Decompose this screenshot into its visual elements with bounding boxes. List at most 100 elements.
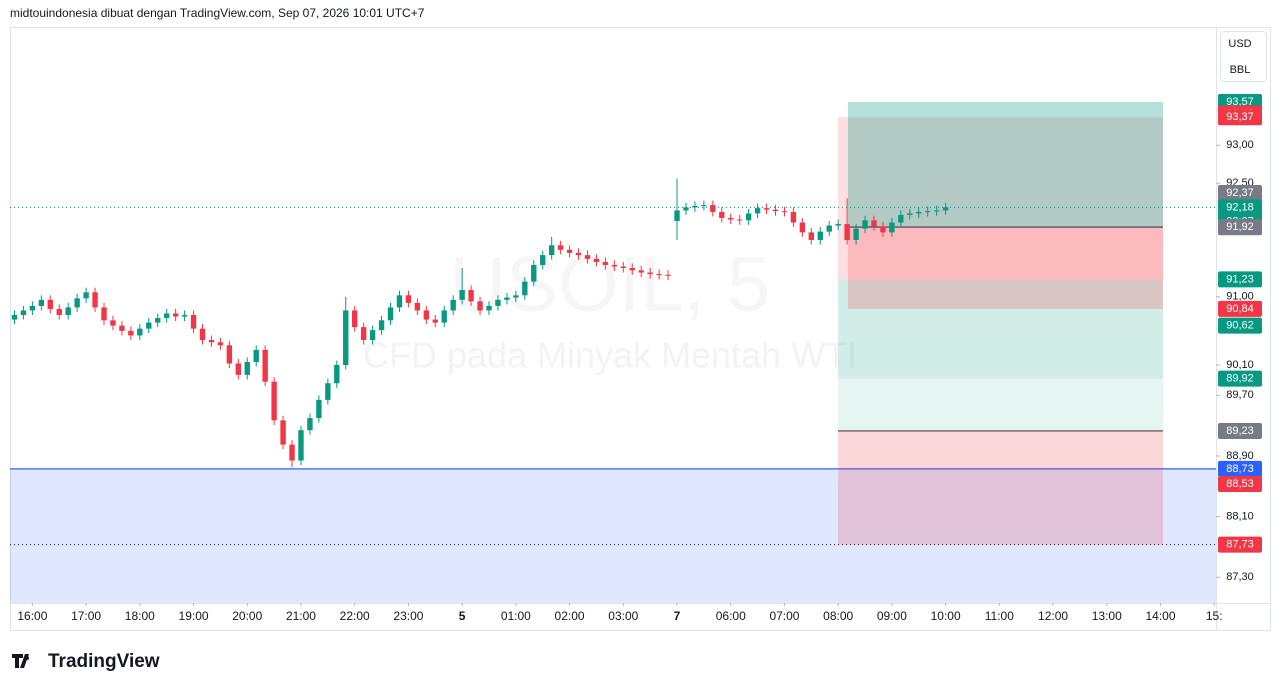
- candle-body: [432, 319, 438, 323]
- candle-body: [450, 299, 456, 311]
- candle-body: [880, 226, 886, 233]
- price-badge: [1218, 536, 1262, 553]
- candle-body: [754, 208, 761, 214]
- candle-body: [38, 299, 45, 306]
- y-tick-label: 93,00: [1226, 139, 1254, 151]
- price-badge: [1218, 317, 1262, 334]
- candle-body: [540, 255, 546, 265]
- brand: TradingView: [48, 651, 160, 672]
- y-tick-label: 90,10: [1226, 359, 1254, 371]
- x-tick-label: 17:00: [71, 609, 101, 623]
- candle-body: [898, 214, 904, 223]
- candle-body: [638, 270, 644, 273]
- candle-body: [889, 222, 895, 233]
- price-badge-label: 87,73: [1226, 539, 1254, 551]
- unit-box[interactable]: [1220, 31, 1267, 82]
- candle-body: [826, 225, 832, 232]
- x-tick-label: 12:00: [1038, 609, 1068, 623]
- candle-body: [262, 349, 268, 382]
- candle-body: [235, 363, 241, 375]
- y-tick-label: 91,00: [1226, 291, 1254, 303]
- candle-body: [745, 213, 752, 221]
- candle-body: [128, 330, 134, 336]
- candle-body: [163, 313, 170, 319]
- x-tick-label: 03:00: [608, 609, 638, 623]
- candle-body: [190, 315, 197, 329]
- candle-body: [683, 207, 689, 211]
- candle-body: [369, 330, 376, 341]
- chart-frame: [10, 27, 1271, 631]
- candle-body: [441, 310, 447, 323]
- candle-body: [719, 211, 725, 218]
- support-band: [10, 468, 1216, 603]
- x-tick-label: 11:00: [985, 609, 1014, 623]
- candle-body: [343, 310, 349, 366]
- candle-body: [853, 228, 859, 240]
- candle-body: [566, 249, 573, 253]
- price-badge: [1218, 300, 1262, 317]
- price-badge-label: 93,37: [1226, 111, 1254, 123]
- position-zone: [838, 378, 1163, 431]
- candle-body: [119, 325, 125, 331]
- candle-body: [710, 205, 716, 212]
- plot-area: USOIL, 5 CFD pada Minyak Mentah WTI: [10, 102, 1216, 603]
- candle-body: [172, 313, 179, 317]
- candle-body: [101, 307, 107, 321]
- candle-body: [602, 261, 609, 265]
- candle-body: [763, 208, 770, 210]
- candle-body: [378, 320, 385, 331]
- price-badge-label: 88,73: [1226, 463, 1254, 475]
- x-tick-label: 02:00: [555, 609, 585, 623]
- candle-body: [334, 365, 340, 384]
- position-zone: [838, 117, 1163, 280]
- candle-body: [155, 318, 161, 323]
- candle-body: [459, 289, 465, 300]
- candle-body: [737, 219, 743, 221]
- candle-body: [29, 305, 36, 311]
- candle-body: [208, 340, 215, 343]
- watermark-description: CFD pada Minyak Mentah WTI: [363, 335, 857, 376]
- candle-body: [92, 292, 98, 308]
- price-badge-label: 90,84: [1226, 303, 1254, 315]
- candle-body: [387, 307, 394, 321]
- candle-body: [199, 328, 206, 341]
- unit[interactable]: BBL: [1230, 64, 1251, 76]
- candle-body: [271, 381, 277, 421]
- candle-body: [584, 255, 591, 259]
- candle-body: [925, 211, 931, 213]
- candle-body: [146, 322, 152, 329]
- position-zone: [848, 102, 1163, 228]
- candle-body: [817, 231, 823, 240]
- candle-body: [11, 315, 18, 320]
- position-zone: [838, 279, 1163, 379]
- candle-body: [701, 205, 707, 207]
- candle-body: [656, 274, 662, 276]
- candle-body: [486, 305, 492, 311]
- price-badge-label: 93,57: [1226, 96, 1254, 108]
- candle-body: [226, 345, 233, 364]
- price-badge-label: 89,92: [1226, 373, 1254, 385]
- candle-body: [495, 299, 501, 306]
- candle-body: [253, 349, 259, 362]
- x-tick-label: 18:00: [125, 609, 155, 623]
- logo-dot: [25, 656, 29, 660]
- price-badge-label: 88,53: [1226, 478, 1254, 490]
- candle-body: [423, 310, 430, 320]
- candle-body: [289, 444, 295, 461]
- position-zone: [838, 430, 1163, 545]
- candle-body: [611, 264, 618, 267]
- currency[interactable]: USD: [1228, 38, 1251, 50]
- x-tick-label: 22:00: [340, 609, 370, 623]
- candle-body: [307, 418, 313, 431]
- price-badge: [1218, 271, 1262, 288]
- candle-body: [629, 268, 635, 271]
- x-tick-label: 13:00: [1092, 609, 1122, 623]
- x-tick-label: 23:00: [393, 609, 423, 623]
- price-badge-label: 89,23: [1226, 425, 1254, 437]
- price-badge-label: 90,62: [1226, 320, 1254, 332]
- candle-body: [316, 399, 322, 419]
- candle-body: [110, 320, 116, 326]
- candle-body: [933, 210, 940, 212]
- candle-body: [56, 308, 62, 315]
